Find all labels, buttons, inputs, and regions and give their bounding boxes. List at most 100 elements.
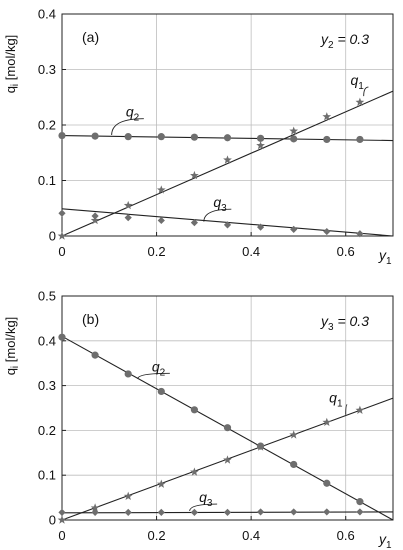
x-axis-title-main: y xyxy=(378,247,387,263)
data-point-q3 xyxy=(223,508,232,516)
series-q2: q2 xyxy=(58,333,394,521)
series-q2: q2 xyxy=(58,104,394,144)
series-q3: q3 xyxy=(58,489,394,516)
data-point-q2 xyxy=(257,134,265,142)
y-tick-label: 0.1 xyxy=(38,468,56,483)
x-tick-label: 0.4 xyxy=(242,244,260,259)
data-point-q1 xyxy=(355,97,365,106)
x-tick-label: 0 xyxy=(58,528,65,543)
data-point-q3 xyxy=(124,214,132,222)
data-point-q2 xyxy=(58,333,66,341)
y-tick-label: 0 xyxy=(49,229,56,244)
data-point-q2 xyxy=(157,387,165,396)
y-tick-label: 0.3 xyxy=(38,378,56,393)
data-point-q3 xyxy=(356,230,364,238)
series-label-leader xyxy=(345,404,348,415)
data-point-q1 xyxy=(322,112,332,121)
y-tick-label: 0.2 xyxy=(38,118,56,133)
data-point-q3 xyxy=(58,508,66,516)
y-tick-label: 0.5 xyxy=(38,289,56,304)
condition-label: y3 = 0.3 xyxy=(320,313,369,333)
y-tick-label: 0.3 xyxy=(38,62,56,77)
y-axis-title-main: q xyxy=(3,86,18,93)
series-label-main: q xyxy=(152,358,160,374)
x-tick-label: 0.2 xyxy=(148,244,166,259)
x-axis-title: y1 xyxy=(378,247,392,267)
series-q1: q1 xyxy=(57,72,394,240)
data-point-q1 xyxy=(123,200,133,210)
series-label-leader xyxy=(363,86,369,97)
x-axis-title-sub: 1 xyxy=(386,256,392,267)
series-q3: q3 xyxy=(58,194,394,238)
data-point-q2 xyxy=(356,498,364,506)
data-point-q1 xyxy=(190,170,199,180)
series-label-main: q xyxy=(350,72,358,88)
series-label: q3 xyxy=(199,489,213,509)
y-axis-title-sub: i xyxy=(10,366,21,368)
chart-panel-b: 00.10.20.30.40.50 0.2 0.4 0.6qi [mol/kg]y1(… xyxy=(3,289,394,550)
data-point-q2 xyxy=(190,133,198,141)
series-label-sub: 3 xyxy=(221,203,227,214)
data-point-q2 xyxy=(290,460,298,469)
data-point-q3 xyxy=(323,508,331,516)
data-point-q3 xyxy=(190,508,198,516)
data-point-q2 xyxy=(356,135,364,144)
condition-sub: 2 xyxy=(328,40,334,51)
data-point-q1 xyxy=(355,405,365,414)
series-q1: q1 xyxy=(57,390,394,524)
data-point-q2 xyxy=(323,135,331,144)
data-point-q1 xyxy=(57,231,67,240)
data-point-q3 xyxy=(58,209,66,217)
y-axis-title-unit: [mol/kg] xyxy=(3,317,18,366)
y-tick-label: 0.2 xyxy=(38,423,56,438)
series-label-leader xyxy=(137,372,170,380)
condition-label: y2 = 0.3 xyxy=(320,31,369,51)
data-point-q3 xyxy=(157,216,165,225)
data-point-q3 xyxy=(257,508,265,516)
data-point-q3 xyxy=(124,508,132,516)
data-point-q2 xyxy=(257,442,265,450)
series-label: q1 xyxy=(350,72,364,92)
data-point-q2 xyxy=(290,135,298,143)
y-tick-label: 0.1 xyxy=(38,173,56,188)
data-point-q2 xyxy=(58,131,66,140)
data-point-q3 xyxy=(91,212,99,220)
x-axis-title: y1 xyxy=(378,531,392,550)
y-axis-title: qi [mol/kg] xyxy=(3,317,21,376)
series-label-main: q xyxy=(213,194,221,210)
data-point-q3 xyxy=(190,219,198,227)
data-point-q1 xyxy=(90,215,100,225)
data-point-q3 xyxy=(290,508,298,516)
panel-label: (a) xyxy=(82,29,99,45)
data-point-q1 xyxy=(90,503,100,512)
condition-var: y xyxy=(320,313,329,329)
data-point-q1 xyxy=(289,430,299,439)
data-point-q2 xyxy=(223,134,232,142)
data-point-q3 xyxy=(290,225,298,233)
series-label-main: q xyxy=(329,390,337,406)
y-tick-label: 0.4 xyxy=(38,7,56,22)
data-point-q3 xyxy=(157,508,165,516)
x-tick-label: 0.6 xyxy=(337,528,355,543)
x-tick-label: 0.4 xyxy=(242,528,260,543)
x-axis-title-main: y xyxy=(378,531,387,547)
x-tick-label: 0.2 xyxy=(148,528,166,543)
series-label-sub: 2 xyxy=(134,113,140,124)
x-tick-label: 0 xyxy=(58,244,65,259)
panel-label: (b) xyxy=(82,311,99,327)
series-label-sub: 2 xyxy=(160,367,166,378)
chart-panel-a: 00.10.20.30.40 0.2 0.4 0.6qi [mol/kg]y1(a) y… xyxy=(3,7,394,267)
condition-var: y xyxy=(320,31,329,47)
data-point-q2 xyxy=(124,133,132,141)
series-label: q2 xyxy=(152,358,166,378)
data-point-q3 xyxy=(356,508,364,516)
y-axis-title-main: q xyxy=(3,368,18,375)
data-point-q1 xyxy=(190,467,199,476)
data-point-q1 xyxy=(156,185,166,194)
y-tick-label: 0 xyxy=(49,513,56,528)
data-point-q1 xyxy=(289,126,299,135)
condition-value: = 0.3 xyxy=(334,31,370,47)
x-axis-title-sub: 1 xyxy=(386,540,392,550)
series-label-sub: 3 xyxy=(207,498,213,509)
